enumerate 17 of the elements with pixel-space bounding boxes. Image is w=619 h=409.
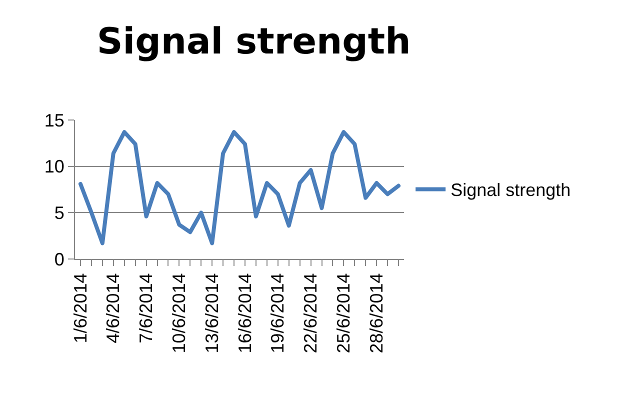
x-tick-label: 28/6/2014 (366, 273, 386, 354)
x-tick-label: 22/6/2014 (300, 273, 321, 354)
y-tick-label: 0 (54, 249, 64, 270)
x-tick-label: 1/6/2014 (70, 273, 90, 344)
x-tick-label: 19/6/2014 (268, 273, 288, 354)
x-tick-label: 4/6/2014 (103, 273, 124, 344)
x-tick-label: 10/6/2014 (169, 273, 190, 354)
legend-label: Signal strength (450, 180, 571, 200)
y-tick-label: 10 (44, 156, 64, 177)
line-series (78, 130, 401, 246)
chart-title: Signal strength (96, 22, 411, 62)
y-tick-label: 5 (54, 202, 64, 223)
x-tick-label: 16/6/2014 (234, 273, 255, 354)
y-tick-label: 15 (44, 110, 64, 130)
x-tick-label: 25/6/2014 (334, 273, 354, 354)
x-tick-label: 7/6/2014 (136, 273, 156, 344)
x-tick-label: 13/6/2014 (202, 273, 222, 354)
